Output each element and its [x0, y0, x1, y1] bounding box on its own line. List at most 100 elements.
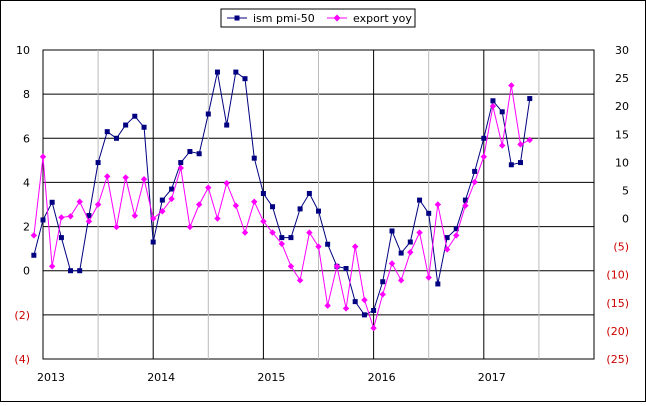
data-point-export-yoy	[416, 229, 423, 236]
x-tick-label: 2016	[368, 371, 396, 384]
data-point-export-yoy	[306, 229, 313, 236]
data-point-ism-pmi-50	[343, 266, 349, 272]
right-tick-label: (5)	[613, 241, 629, 254]
data-point-export-yoy	[104, 173, 111, 180]
data-point-export-yoy	[150, 215, 157, 222]
data-point-ism-pmi-50	[233, 69, 239, 75]
data-point-export-yoy	[397, 277, 405, 284]
data-point-ism-pmi-50	[196, 151, 202, 157]
data-point-export-yoy	[407, 249, 414, 256]
data-point-ism-pmi-50	[444, 235, 450, 241]
data-point-export-yoy	[499, 142, 506, 149]
left-tick-label: 6	[23, 132, 30, 145]
data-point-export-yoy	[140, 176, 148, 183]
data-point-ism-pmi-50	[325, 241, 331, 247]
data-point-export-yoy	[122, 174, 129, 181]
data-point-export-yoy	[388, 260, 396, 267]
data-point-export-yoy	[526, 136, 533, 144]
data-point-ism-pmi-50	[123, 122, 129, 128]
data-point-export-yoy	[443, 246, 451, 253]
data-point-export-yoy	[315, 243, 322, 250]
data-point-ism-pmi-50	[517, 160, 523, 166]
data-point-ism-pmi-50	[242, 76, 248, 82]
data-point-ism-pmi-50	[361, 312, 367, 318]
data-point-export-yoy	[489, 102, 497, 110]
data-point-export-yoy	[324, 302, 331, 309]
data-point-ism-pmi-50	[380, 279, 386, 285]
data-point-ism-pmi-50	[472, 168, 478, 174]
data-point-export-yoy	[195, 201, 203, 208]
data-point-export-yoy	[278, 240, 286, 248]
data-point-export-yoy	[434, 201, 442, 208]
data-point-ism-pmi-50	[77, 268, 83, 274]
series-layer	[30, 69, 533, 332]
data-point-export-yoy	[508, 82, 515, 89]
data-point-ism-pmi-50	[270, 204, 276, 210]
data-point-ism-pmi-50	[141, 124, 147, 130]
legend-ism-marker	[234, 15, 240, 21]
data-point-ism-pmi-50	[159, 197, 165, 203]
data-point-export-yoy	[361, 296, 368, 304]
data-point-export-yoy	[30, 232, 38, 239]
data-point-export-yoy	[480, 153, 487, 160]
axis-layer: 1086420(2)(4)302520151050(5)(10)(15)(20)…	[14, 44, 629, 384]
data-point-export-yoy	[260, 218, 267, 225]
data-point-ism-pmi-50	[288, 235, 294, 241]
data-point-ism-pmi-50	[150, 239, 156, 245]
data-point-ism-pmi-50	[40, 217, 46, 223]
data-point-export-yoy	[251, 198, 258, 205]
data-point-export-yoy	[241, 229, 249, 236]
data-point-export-yoy	[177, 164, 184, 172]
right-tick-label: 5	[622, 184, 629, 197]
right-tick-label: 25	[615, 72, 629, 85]
data-point-ism-pmi-50	[508, 162, 514, 168]
data-point-export-yoy	[296, 277, 304, 284]
data-point-ism-pmi-50	[481, 135, 487, 141]
data-point-ism-pmi-50	[187, 149, 193, 155]
data-point-ism-pmi-50	[132, 113, 138, 119]
data-point-export-yoy	[85, 218, 93, 225]
data-point-ism-pmi-50	[86, 213, 92, 219]
legend: ism pmi-50 export yoy	[220, 8, 416, 28]
data-point-export-yoy	[517, 141, 524, 148]
data-point-export-yoy	[425, 274, 432, 281]
data-point-ism-pmi-50	[407, 239, 413, 245]
data-point-ism-pmi-50	[371, 307, 377, 313]
data-point-ism-pmi-50	[499, 109, 505, 115]
data-point-export-yoy	[205, 184, 212, 191]
data-point-export-yoy	[94, 201, 102, 208]
x-tick-label: 2013	[37, 371, 65, 384]
right-tick-label: (20)	[606, 325, 629, 338]
x-tick-label: 2015	[257, 371, 285, 384]
data-point-ism-pmi-50	[95, 160, 101, 166]
data-point-ism-pmi-50	[178, 160, 184, 166]
data-point-ism-pmi-50	[205, 111, 211, 117]
data-point-ism-pmi-50	[169, 186, 175, 192]
right-tick-label: (15)	[606, 297, 629, 310]
x-tick-label: 2014	[147, 371, 175, 384]
legend-export-label: export yoy	[353, 12, 412, 25]
left-tick-label: 8	[23, 88, 30, 101]
data-point-ism-pmi-50	[417, 197, 423, 203]
data-point-ism-pmi-50	[260, 190, 266, 196]
data-point-ism-pmi-50	[389, 228, 395, 234]
x-tick-label: 2017	[478, 371, 506, 384]
data-point-ism-pmi-50	[58, 235, 64, 241]
data-point-export-yoy	[342, 305, 350, 312]
data-point-ism-pmi-50	[352, 299, 358, 305]
right-tick-label: 30	[615, 44, 629, 57]
data-point-ism-pmi-50	[426, 210, 432, 216]
data-point-ism-pmi-50	[527, 96, 533, 102]
data-point-ism-pmi-50	[398, 250, 404, 256]
data-point-export-yoy	[39, 153, 47, 160]
data-point-ism-pmi-50	[462, 197, 468, 203]
data-point-ism-pmi-50	[490, 98, 496, 104]
data-point-export-yoy	[58, 214, 65, 221]
left-tick-label: 4	[23, 176, 30, 189]
legend-box	[220, 8, 416, 28]
data-point-export-yoy	[186, 223, 194, 231]
grid-layer	[43, 50, 594, 359]
left-tick-label: 2	[23, 221, 30, 234]
